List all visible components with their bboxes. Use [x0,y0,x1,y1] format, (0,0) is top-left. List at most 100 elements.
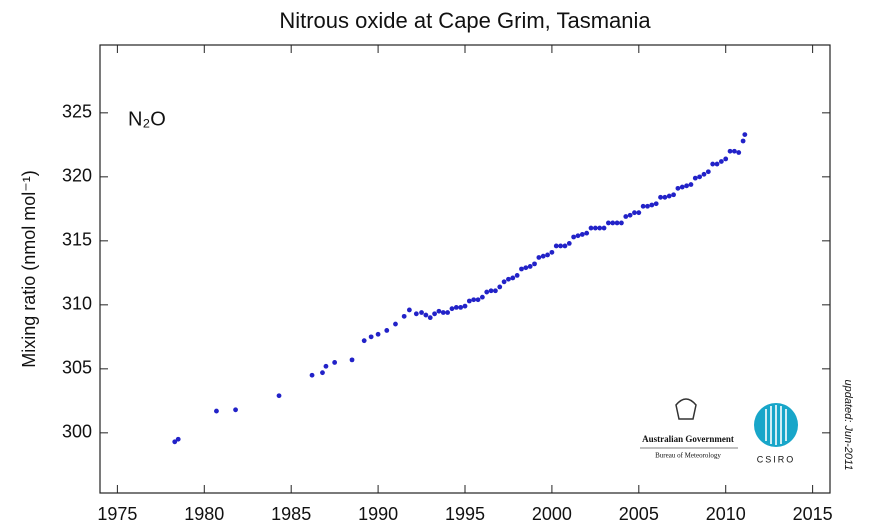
data-point [423,312,429,318]
data-point [592,225,598,231]
data-point [714,161,720,167]
data-point [727,148,733,154]
data-point [361,338,367,344]
data-point [545,252,550,258]
data-point [368,334,374,340]
data-point [471,297,477,303]
data-point [740,138,746,144]
data-point [610,220,616,226]
data-point [645,203,650,209]
x-tick-label: 2015 [793,504,833,524]
data-point [453,305,459,310]
data-point [309,372,315,378]
x-tick-label: 1975 [97,504,137,524]
data-point [553,243,559,249]
data-point [697,174,703,180]
data-point [705,169,711,175]
data-point [413,311,419,317]
data-point [532,261,537,267]
data-point [584,230,590,236]
x-tick-label: 1985 [271,504,311,524]
data-point [406,307,412,313]
crest [675,398,697,420]
x-tick-label: 2000 [532,504,572,524]
data-point [627,212,633,218]
data-point [349,357,355,363]
data-point [710,161,716,167]
data-point [623,214,629,219]
data-point [601,225,607,231]
data-point [742,132,748,138]
data-point [332,360,338,365]
y-axis-label: Mixing ratio (nmol mol⁻¹) [19,170,39,368]
data-point [605,220,611,226]
y-tick-label: 315 [62,230,92,250]
data-point [736,150,742,155]
data-point [506,276,511,282]
csiro-text: CSIRO [757,454,796,464]
data-point [614,220,620,226]
data-point [214,408,219,414]
bom-logo [640,398,738,449]
data-point [549,249,555,255]
data-point [493,288,498,294]
bom-text: Bureau of Meteorology [655,452,721,460]
data-point [514,273,520,278]
data-point [175,436,181,442]
data-point [679,184,685,190]
data-point [701,171,707,177]
data-point [427,315,433,321]
data-point [527,264,533,269]
x-tick-label: 2005 [619,504,659,524]
data-point [276,393,282,399]
y-tick-label: 325 [62,102,92,122]
data-point [479,294,485,300]
data-point [323,363,329,369]
data-point [440,310,446,315]
data-point [675,185,681,191]
data-point [320,370,325,376]
data-point [401,313,407,319]
data-point [466,298,472,304]
x-tick-label: 1980 [184,504,224,524]
data-point [449,306,455,312]
data-point [523,265,529,271]
data-point [692,175,698,181]
y-tick-label: 300 [62,422,92,442]
data-point [597,225,603,231]
data-point [445,310,451,315]
csiro-lines [765,405,787,445]
data-point [671,192,676,198]
x-tick-label: 2010 [706,504,746,524]
data-point [558,243,563,249]
data-point [640,203,646,209]
data-point [419,310,424,315]
data-point [636,210,642,216]
data-point [462,303,468,309]
y-tick-label: 310 [62,294,92,314]
data-point [393,321,398,327]
data-point [658,194,663,200]
data-point [579,232,585,237]
data-point [540,253,546,259]
data-point [562,243,568,249]
data-point [662,194,668,200]
data-point [684,183,690,189]
data-point [384,328,390,333]
updated-note: updated: Jun-2011 [842,380,854,471]
data-point [536,255,542,260]
data-point [510,275,516,281]
data-point [653,201,659,207]
x-tick-label: 1990 [358,504,398,524]
data-point [497,284,503,290]
data-point [375,331,381,337]
y-tick-label: 305 [62,358,92,378]
data-point [649,202,655,208]
data-point [632,210,637,216]
data-point [458,305,464,310]
y-tick-label: 320 [62,166,92,186]
data-point [488,288,494,294]
data-point [432,311,437,317]
x-tick-label: 1995 [445,504,485,524]
